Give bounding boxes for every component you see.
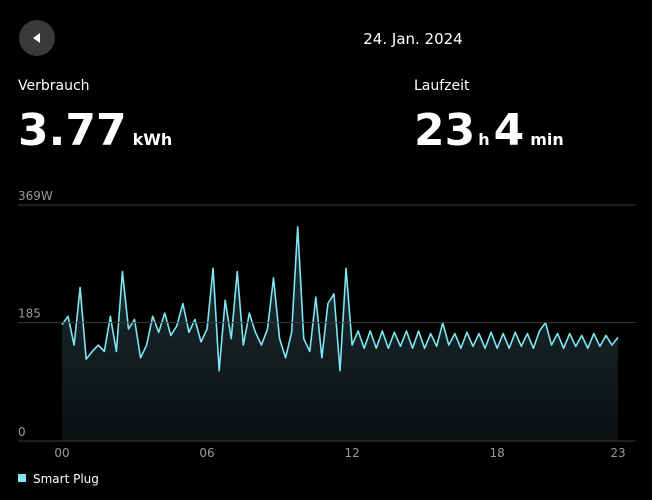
legend-swatch (18, 474, 26, 482)
y-tick-label: 0 (18, 425, 26, 439)
line (61, 225, 619, 372)
number: 4 (494, 105, 525, 156)
unit: min (530, 130, 564, 149)
y-tick-label: 185 (18, 307, 41, 321)
x-tick-label: 00 (54, 446, 69, 460)
x-tick-label: 23 (610, 446, 625, 460)
unit: kWh (133, 130, 173, 149)
stat-value: 3.77 kWh (18, 105, 172, 156)
stat-label: Verbrauch (18, 78, 90, 94)
date: 24. Jan. 2024 (363, 30, 462, 48)
legend: Smart Plug (18, 472, 99, 486)
number: 23 (414, 105, 475, 156)
number: 3.77 (18, 105, 127, 156)
area (62, 226, 618, 441)
y-tick-label: 369W (18, 189, 53, 203)
back-button[interactable] (19, 20, 55, 56)
stat-value: 23 h4 min (414, 105, 564, 156)
x-tick-label: 06 (199, 446, 214, 460)
x-tick-label: 18 (489, 446, 504, 460)
unit: h (478, 130, 489, 149)
x-tick-label: 12 (344, 446, 359, 460)
legend-label: Smart Plug (33, 472, 99, 486)
stat-label: Laufzeit (414, 78, 470, 94)
